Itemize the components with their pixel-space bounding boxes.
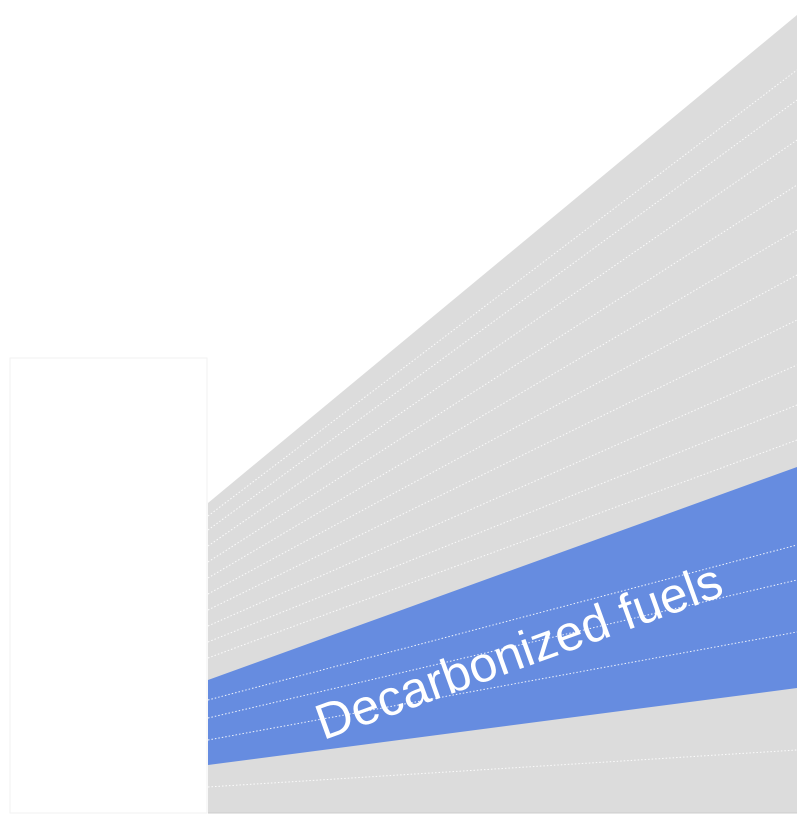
band-boundaries <box>207 544 797 741</box>
layer-boundary <box>207 579 797 719</box>
highlighted-band <box>208 467 797 765</box>
layer-boundary <box>207 139 797 547</box>
layer-boundary <box>207 319 797 611</box>
layer-boundary <box>207 404 797 643</box>
layer-boundary <box>207 184 797 563</box>
layer-boundaries <box>207 69 797 659</box>
layer-boundary <box>207 99 797 531</box>
layer-boundary <box>207 364 797 627</box>
layer-boundary <box>207 749 797 788</box>
layer-boundary <box>207 544 797 701</box>
layer-boundary <box>207 69 797 517</box>
side-panel <box>9 357 208 814</box>
